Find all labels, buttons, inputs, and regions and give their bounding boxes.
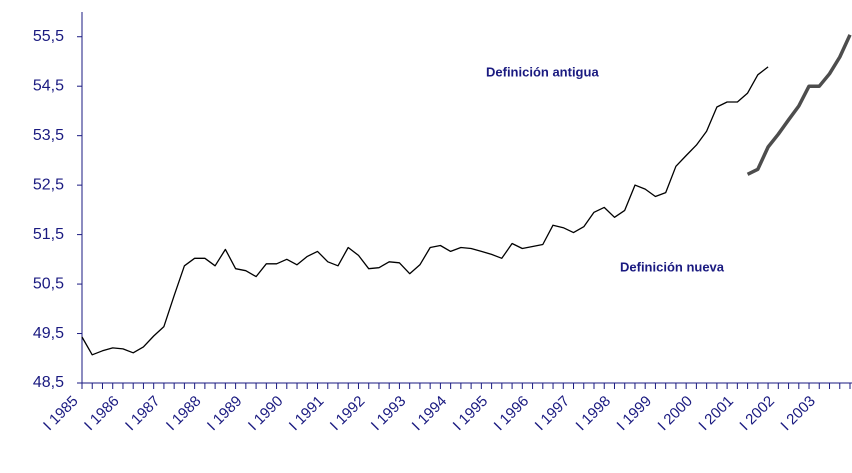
x-tick-label: I 1989 (204, 393, 246, 435)
series-label: Definición antigua (486, 64, 599, 79)
y-tick-label: 52,5 (33, 176, 64, 193)
x-tick-label: I 1991 (286, 393, 328, 435)
x-tick-label: I 1985 (40, 393, 82, 435)
x-tick-label: I 1996 (491, 393, 533, 435)
x-tick-label: I 1997 (532, 393, 574, 435)
x-tick-label: I 1998 (573, 393, 615, 435)
x-tick-label: I 1987 (122, 393, 164, 435)
x-tick-label: I 2001 (695, 393, 737, 435)
x-tick-label: I 2000 (655, 393, 697, 435)
x-tick-label: I 1995 (450, 393, 492, 435)
y-tick-label: 49,5 (33, 325, 64, 342)
x-tick-label: I 1999 (614, 393, 656, 435)
x-tick-label: I 1993 (368, 393, 410, 435)
y-tick-label: 50,5 (33, 275, 64, 292)
x-tick-label: I 2002 (736, 393, 778, 435)
x-tick-label: I 1994 (409, 393, 451, 435)
y-tick-label: 54,5 (33, 77, 64, 94)
y-tick-label: 51,5 (33, 226, 64, 243)
x-tick-label: I 1992 (327, 393, 369, 435)
series-line (746, 34, 852, 176)
x-tick-label: I 1988 (163, 393, 205, 435)
x-tick-label: I 1990 (245, 393, 287, 435)
y-tick-label: 53,5 (33, 127, 64, 144)
series-label: Definición nueva (620, 259, 725, 274)
x-tick-label: I 2003 (777, 393, 819, 435)
x-tick-label: I 1986 (81, 393, 123, 435)
series-line (81, 66, 769, 356)
y-tick-label: 48,5 (33, 374, 64, 391)
y-tick-label: 55,5 (33, 28, 64, 45)
